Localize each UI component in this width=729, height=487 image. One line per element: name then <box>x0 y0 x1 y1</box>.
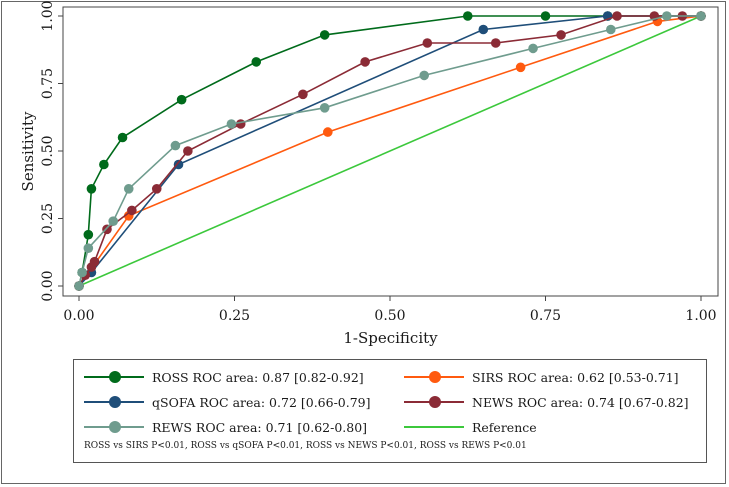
data-point-news <box>612 11 622 21</box>
x-tick-label: 0.25 <box>219 308 250 324</box>
data-point-qsofa <box>173 159 184 170</box>
data-point-news <box>183 146 193 156</box>
legend-swatch-reference <box>404 417 464 437</box>
data-point-rews <box>419 70 430 81</box>
legend-label-news: NEWS ROC area: 0.74 [0.67-0.82] <box>472 394 689 410</box>
legend-item-qsofa: qSOFA ROC area: 0.72 [0.66-0.79] <box>84 392 371 412</box>
data-point-ross <box>117 132 128 143</box>
data-point-rews <box>661 11 672 21</box>
legend-item-sirs: SIRS ROC area: 0.62 [0.53-0.71] <box>404 367 679 387</box>
data-point-news <box>151 184 162 194</box>
data-point-rews <box>528 43 538 54</box>
data-point-news <box>235 119 246 129</box>
data-point-news <box>422 38 433 48</box>
data-point-rews <box>108 216 119 226</box>
y-axis-label: Sensitivity <box>19 111 37 191</box>
data-point-ross <box>99 159 109 170</box>
y-tick-label: 0.50 <box>40 135 56 166</box>
data-point-news <box>127 205 137 216</box>
data-point-news <box>556 30 566 40</box>
data-point-ross <box>319 30 330 40</box>
legend: ROSS ROC area: 0.87 [0.82-0.92] SIRS ROC… <box>73 359 707 463</box>
data-point-rews <box>83 243 94 253</box>
data-point-rews <box>170 140 181 151</box>
legend-label-rews: REWS ROC area: 0.71 [0.62-0.80] <box>152 419 368 435</box>
data-point-ross <box>86 184 97 194</box>
data-point-rews <box>319 103 330 113</box>
legend-swatch-qsofa <box>84 392 144 412</box>
series-line-reference <box>78 15 702 287</box>
data-point-ross <box>251 57 262 67</box>
data-point-rews <box>77 267 87 278</box>
data-point-ross <box>83 229 94 240</box>
legend-label-qsofa: qSOFA ROC area: 0.72 [0.66-0.79] <box>152 394 371 410</box>
data-point-sirs <box>515 62 526 73</box>
x-tick-label: 0.75 <box>530 308 561 324</box>
legend-swatch-sirs <box>404 367 464 387</box>
data-point-qsofa <box>478 24 489 35</box>
series-rews <box>74 11 706 291</box>
legend-item-rews: REWS ROC area: 0.71 [0.62-0.80] <box>84 417 367 437</box>
legend-item-reference: Reference <box>404 417 537 437</box>
data-point-news <box>360 57 370 67</box>
data-point-news <box>89 256 100 267</box>
x-axis-label: 1-Specificity <box>343 329 438 347</box>
y-tick-label: 0.25 <box>40 203 56 234</box>
data-point-rews <box>226 119 237 129</box>
y-tick-label: 0.00 <box>40 270 56 301</box>
legend-label-ross: ROSS ROC area: 0.87 [0.82-0.92] <box>152 369 364 385</box>
legend-label-sirs: SIRS ROC area: 0.62 [0.53-0.71] <box>472 369 679 385</box>
y-tick-label: 0.75 <box>40 68 56 99</box>
data-point-rews <box>123 184 134 194</box>
series-line-sirs <box>78 15 702 287</box>
data-point-sirs <box>323 127 333 137</box>
data-point-ross <box>176 94 187 105</box>
y-tick-label: 1.00 <box>40 0 56 31</box>
data-point-news <box>298 89 308 100</box>
x-tick-label: 0.50 <box>374 308 405 324</box>
data-point-rews <box>74 281 84 291</box>
data-point-ross <box>540 11 551 21</box>
p-value-note: ROSS vs SIRS P<0.01, ROSS vs qSOFA P<0.0… <box>84 441 527 451</box>
data-point-rews <box>696 11 706 21</box>
legend-label-reference: Reference <box>472 419 537 435</box>
legend-item-ross: ROSS ROC area: 0.87 [0.82-0.92] <box>84 367 364 387</box>
roc-chart: 0.00 0.25 0.50 0.75 1.00 0.00 0.25 0.50 0.75 1.00… <box>19 0 719 347</box>
legend-item-news: NEWS ROC area: 0.74 [0.67-0.82] <box>404 392 689 412</box>
x-tick-label: 0.00 <box>63 308 94 324</box>
series-reference <box>78 15 702 287</box>
legend-swatch-rews <box>84 417 144 437</box>
legend-swatch-ross <box>84 367 144 387</box>
legend-swatch-news <box>404 392 464 412</box>
x-tick-label: 1.00 <box>685 308 716 324</box>
data-point-rews <box>606 24 616 35</box>
data-point-news <box>490 38 501 48</box>
data-point-ross <box>462 11 473 21</box>
